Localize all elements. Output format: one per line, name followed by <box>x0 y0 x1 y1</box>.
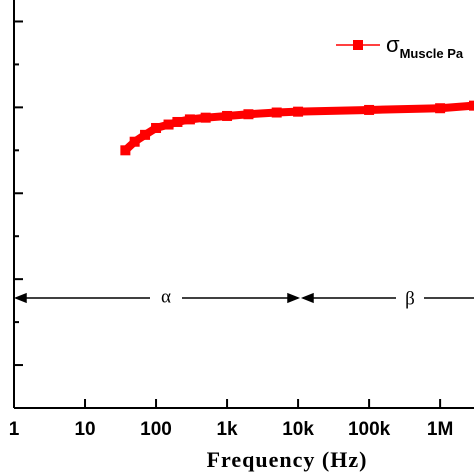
legend: σMuscle Pa <box>336 32 464 62</box>
alpha-region <box>13 292 301 304</box>
x-tick-label: 100k <box>348 419 391 440</box>
x-tick-label: 10 <box>74 419 95 440</box>
legend-label: σMuscle Pa <box>386 32 464 62</box>
x-tick-label: 100 <box>140 419 172 440</box>
annotation: α <box>161 286 171 307</box>
data-point <box>140 129 151 140</box>
annotation: β <box>405 288 415 309</box>
data-point <box>364 104 375 115</box>
legend-symbol: σ <box>386 32 400 57</box>
data-point <box>129 136 140 147</box>
legend-marker <box>353 40 363 50</box>
data-point <box>184 114 195 125</box>
data-point <box>293 106 304 117</box>
data-point <box>469 100 474 111</box>
x-tick-label: 1 <box>9 419 20 440</box>
data-point <box>120 145 131 156</box>
data-point <box>222 110 233 121</box>
beta-region <box>300 292 474 304</box>
x-tick-label: 1k <box>216 419 238 440</box>
arrow-head <box>300 292 314 304</box>
data-point <box>271 107 282 118</box>
data-point <box>172 116 183 127</box>
x-axis-label: Frequency (Hz) <box>207 447 368 472</box>
x-tick-label: 1M <box>427 419 453 440</box>
data-point <box>163 119 174 130</box>
data-point <box>243 109 254 120</box>
legend-subscript: Muscle Pa <box>400 46 464 61</box>
data-point <box>435 103 446 114</box>
data-point <box>200 112 211 123</box>
x-tick-label: 10k <box>282 419 314 440</box>
data-point <box>151 122 162 133</box>
arrow-head <box>287 292 301 304</box>
arrow-head <box>13 292 27 304</box>
